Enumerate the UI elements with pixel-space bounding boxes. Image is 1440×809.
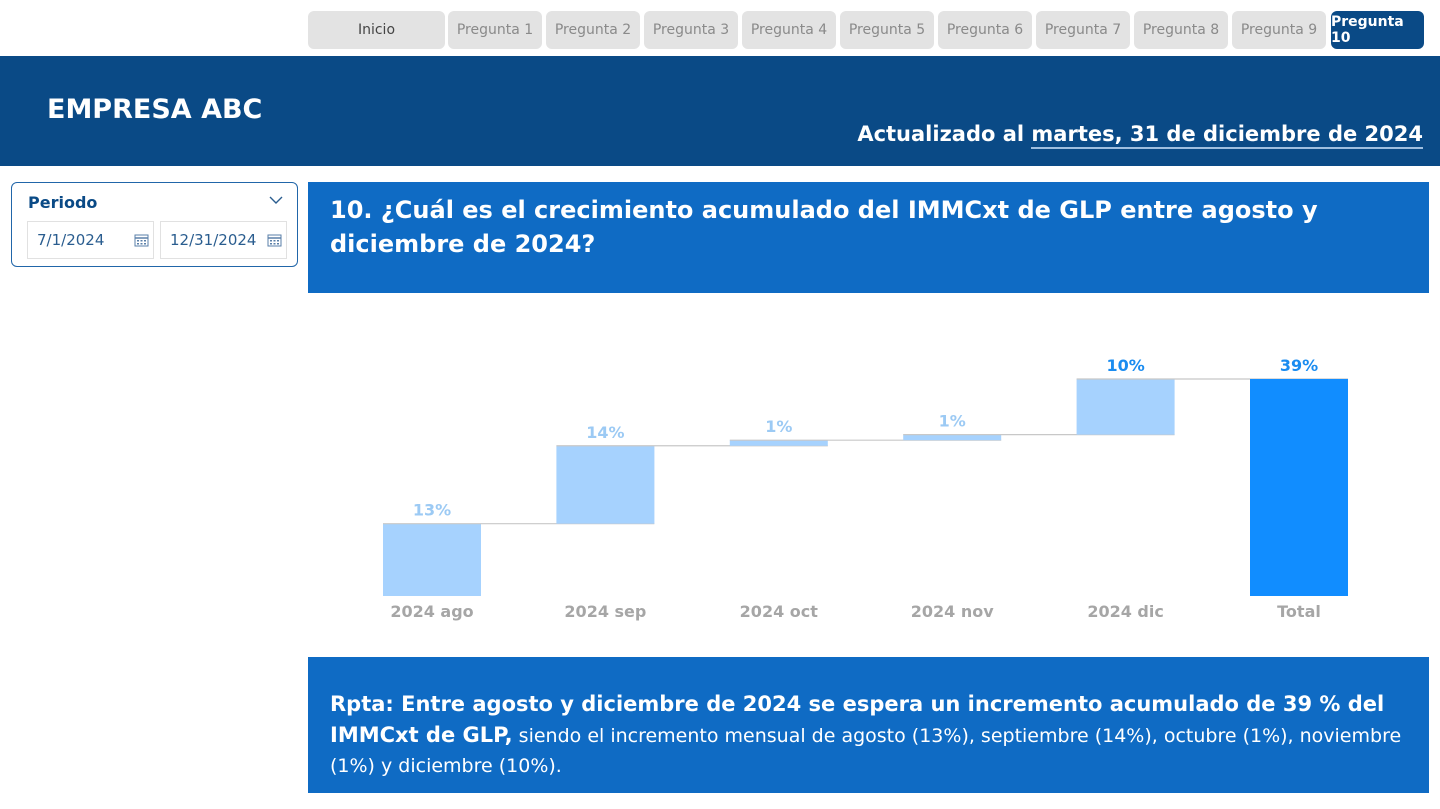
nav-button-pregunta-3[interactable]: Pregunta 3 <box>644 11 738 49</box>
chart-category-label: 2024 sep <box>564 602 646 621</box>
nav-button-pregunta-4[interactable]: Pregunta 4 <box>742 11 836 49</box>
answer-bold-text: Rpta: Entre agosto y diciembre de 2024 s… <box>330 692 1385 747</box>
chart-category-label: 2024 ago <box>390 602 473 621</box>
top-navigation: Inicio Pregunta 1 Pregunta 2 Pregunta 3 … <box>0 0 1440 56</box>
nav-button-inicio[interactable]: Inicio <box>308 11 445 49</box>
answer-box: Rpta: Entre agosto y diciembre de 2024 s… <box>308 657 1429 793</box>
calendar-icon[interactable] <box>134 233 149 247</box>
chart-bar <box>729 440 828 446</box>
nav-button-pregunta-7[interactable]: Pregunta 7 <box>1036 11 1130 49</box>
nav-button-pregunta-9[interactable]: Pregunta 9 <box>1232 11 1326 49</box>
nav-button-pregunta-5[interactable]: Pregunta 5 <box>840 11 934 49</box>
chart-category-label: 2024 oct <box>740 602 819 621</box>
nav-button-pregunta-8[interactable]: Pregunta 8 <box>1134 11 1228 49</box>
nav-button-pregunta-6[interactable]: Pregunta 6 <box>938 11 1032 49</box>
nav-button-pregunta-2[interactable]: Pregunta 2 <box>546 11 640 49</box>
answer-normal-text: siendo el incremento mensual de agosto (… <box>330 725 1402 777</box>
chart-data-label: 1% <box>765 417 792 436</box>
chart-bar <box>903 434 1002 441</box>
period-filter-title: Periodo <box>28 193 98 212</box>
chevron-down-icon[interactable] <box>269 193 283 207</box>
chart-data-label: 14% <box>586 423 624 442</box>
updated-text: Actualizado al martes, 31 de diciembre d… <box>857 122 1423 149</box>
start-date-input[interactable]: 7/1/2024 <box>27 221 154 259</box>
end-date-value: 12/31/2024 <box>170 231 257 249</box>
chart-category-label: Total <box>1277 602 1321 621</box>
chart-bar <box>383 523 481 596</box>
question-text: 10. ¿Cuál es el crecimiento acumulado de… <box>330 196 1318 258</box>
nav-button-pregunta-10[interactable]: Pregunta 10 <box>1331 11 1424 49</box>
updated-date: martes, 31 de diciembre de 2024 <box>1031 122 1423 149</box>
chart-bar <box>1250 379 1348 596</box>
chart-data-label: 13% <box>413 501 451 520</box>
question-banner: 10. ¿Cuál es el crecimiento acumulado de… <box>308 182 1429 293</box>
nav-button-pregunta-1[interactable]: Pregunta 1 <box>448 11 542 49</box>
chart-data-label: 1% <box>939 412 966 431</box>
start-date-value: 7/1/2024 <box>37 231 105 249</box>
header-banner: EMPRESA ABC Actualizado al martes, 31 de… <box>0 56 1440 166</box>
chart-bar <box>1076 379 1175 435</box>
chart-bar <box>556 445 655 524</box>
updated-prefix: Actualizado al <box>857 122 1032 146</box>
period-filter: Periodo 7/1/2024 12/31/2024 <box>11 182 298 267</box>
chart-category-label: 2024 dic <box>1087 602 1164 621</box>
end-date-input[interactable]: 12/31/2024 <box>160 221 287 259</box>
waterfall-chart: 13% 2024 ago 14% 2024 sep 1% 2024 oct 1% 2024 n… <box>383 356 1348 621</box>
calendar-icon[interactable] <box>267 233 282 247</box>
chart-data-label: 39% <box>1280 356 1318 375</box>
chart-category-label: 2024 nov <box>911 602 994 621</box>
company-name: EMPRESA ABC <box>47 94 263 125</box>
chart-data-label: 10% <box>1106 356 1144 375</box>
